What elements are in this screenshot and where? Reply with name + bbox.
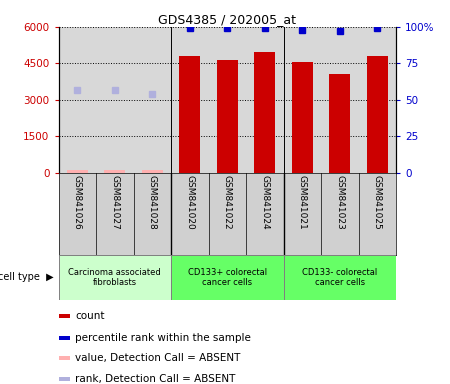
Bar [217,60,238,173]
Text: CD133- colorectal
cancer cells: CD133- colorectal cancer cells [302,268,378,287]
Text: GSM841026: GSM841026 [73,175,82,230]
Text: GSM841025: GSM841025 [373,175,382,230]
Bar [292,62,313,173]
Bar [284,255,396,300]
Bar [180,56,200,173]
Bar [104,169,125,173]
Bar [329,74,350,173]
Text: GSM841027: GSM841027 [110,175,119,230]
Text: rank, Detection Call = ABSENT: rank, Detection Call = ABSENT [76,374,236,384]
Text: GSM841020: GSM841020 [185,175,194,230]
Text: count: count [76,311,105,321]
Text: GSM841028: GSM841028 [148,175,157,230]
Title: GDS4385 / 202005_at: GDS4385 / 202005_at [158,13,296,26]
Bar [58,336,70,340]
Bar [58,314,70,318]
Bar [142,170,162,173]
Text: GSM841023: GSM841023 [335,175,344,230]
Text: GSM841022: GSM841022 [223,175,232,230]
Bar [58,255,171,300]
Text: CD133+ colorectal
cancer cells: CD133+ colorectal cancer cells [188,268,267,287]
Bar [171,255,284,300]
Bar [67,170,88,173]
Text: percentile rank within the sample: percentile rank within the sample [76,333,251,343]
Text: GSM841024: GSM841024 [260,175,269,230]
Text: Carcinoma associated
fibroblasts: Carcinoma associated fibroblasts [68,268,161,287]
Text: value, Detection Call = ABSENT: value, Detection Call = ABSENT [76,353,241,363]
Bar [367,56,387,173]
Bar [254,53,275,173]
Text: cell type  ▶: cell type ▶ [0,272,54,283]
Text: GSM841021: GSM841021 [298,175,307,230]
Bar [58,356,70,360]
Bar [58,376,70,381]
